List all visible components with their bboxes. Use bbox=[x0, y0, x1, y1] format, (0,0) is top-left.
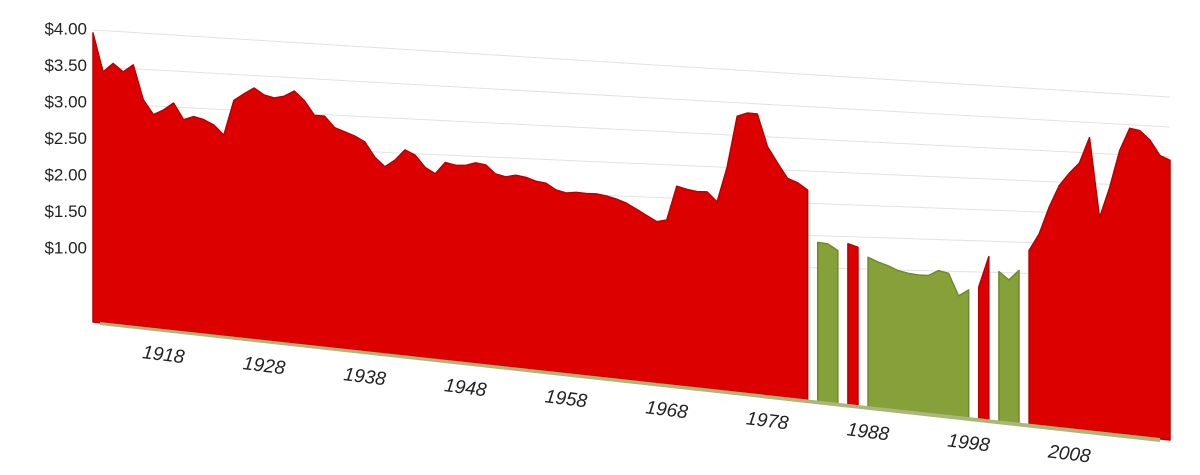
area bbox=[816, 241, 839, 405]
area bbox=[847, 242, 859, 407]
area bbox=[978, 255, 990, 421]
y-tick-label: $2.50 bbox=[44, 129, 87, 148]
floor-edge bbox=[100, 322, 1160, 442]
x-tick-label: 1998 bbox=[946, 430, 991, 456]
area bbox=[1028, 127, 1171, 441]
grid-line bbox=[92, 66, 1171, 128]
x-tick-label: 1988 bbox=[846, 419, 891, 445]
y-tick-label: $1.00 bbox=[44, 238, 87, 257]
x-tick-label: 1958 bbox=[544, 386, 589, 412]
y-tick-label: $3.00 bbox=[44, 92, 87, 111]
y-tick-label: $1.50 bbox=[44, 202, 87, 221]
x-tick-label: 1978 bbox=[745, 408, 790, 434]
grid-line bbox=[92, 29, 1171, 98]
x-tick-label: 1938 bbox=[342, 364, 387, 390]
area bbox=[92, 32, 809, 402]
x-tick-label: 1968 bbox=[644, 397, 689, 423]
x-tick-label: 1928 bbox=[242, 353, 287, 379]
x-tick-label: 2008 bbox=[1046, 441, 1092, 467]
area bbox=[998, 269, 1020, 425]
y-tick-label: $3.50 bbox=[44, 56, 87, 75]
y-tick-label: $4.00 bbox=[44, 19, 87, 38]
plot-area bbox=[92, 32, 1171, 441]
x-tick-label: 1918 bbox=[141, 342, 186, 368]
y-tick-label: $2.00 bbox=[44, 165, 87, 184]
axis-labels: $1.00 $1.50 $2.00 $2.50 $3.00 $3.50 $4.00 1918 1… bbox=[44, 19, 1091, 467]
area bbox=[867, 256, 970, 419]
x-tick-label: 1948 bbox=[443, 375, 488, 401]
